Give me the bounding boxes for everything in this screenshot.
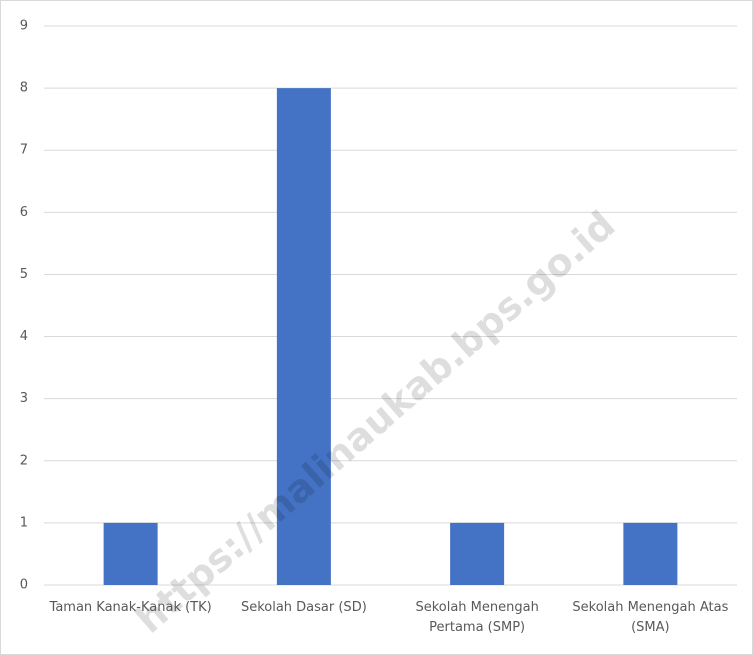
watermark: https://malinaukab.bps.go.id (127, 202, 623, 641)
x-tick-label: Sekolah Dasar (SD) (240, 600, 367, 615)
bar (623, 522, 678, 585)
y-tick-label: 9 (20, 19, 28, 34)
y-tick-label: 5 (20, 267, 28, 282)
bar (450, 522, 505, 585)
y-tick-label: 2 (20, 453, 28, 468)
bar (276, 88, 331, 585)
x-tick-label: Sekolah Menengah Pertama (SMP) (415, 600, 539, 635)
bar (103, 522, 158, 585)
y-tick-label: 0 (20, 578, 28, 593)
y-tick-label: 3 (20, 391, 28, 406)
y-tick-label: 7 (20, 143, 28, 158)
y-tick-label: 8 (20, 81, 28, 96)
x-tick-label: Sekolah Menengah Atas (SMA) (572, 600, 729, 635)
y-tick-label: 4 (20, 329, 28, 344)
y-tick-label: 1 (20, 515, 28, 530)
x-tick-label: Taman Kanak-Kanak (TK) (49, 600, 212, 615)
y-tick-label: 6 (20, 205, 28, 220)
